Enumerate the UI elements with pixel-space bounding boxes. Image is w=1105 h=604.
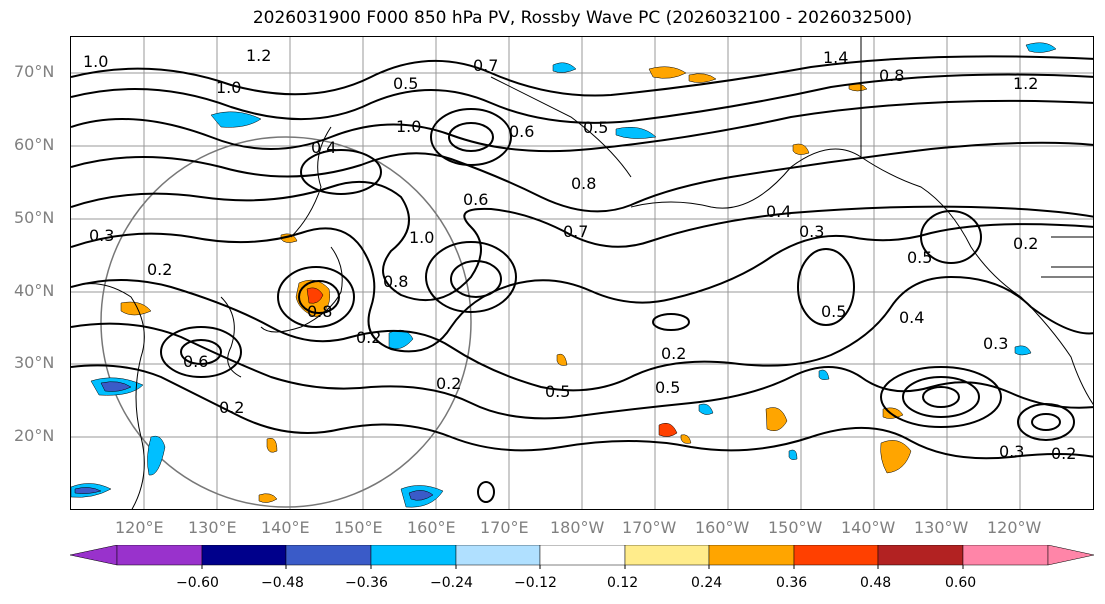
lon-label-130w: 130°W [914,518,969,537]
colorbar-tick: −0.60 [176,575,219,591]
lat-label-60n: 60°N [14,135,55,154]
lon-label-180w: 180°W [550,518,605,537]
contour-label: 0.2 [661,344,686,363]
contour-label: 0.2 [1051,444,1076,463]
colorbar-bin [370,545,457,566]
contour-label: 0.7 [563,222,588,241]
lon-label-150w: 150°W [768,518,823,537]
contour-label: 0.3 [983,334,1008,353]
lon-label-140w: 140°W [841,518,896,537]
colorbar-tick: −0.48 [261,575,304,591]
contour-labels: 1.0 1.2 1.0 0.5 0.7 1.4 0.8 1.2 0.4 1.0 … [83,46,1076,463]
contour-label: 0.2 [436,374,461,393]
colorbar-tick: −0.24 [430,575,473,591]
contour-label: 0.7 [473,56,498,75]
contour-label: 1.0 [216,78,241,97]
contour-label: 1.0 [83,52,108,71]
colorbar-tick: 0.48 [860,575,892,591]
pc-shading [71,42,1057,508]
map-panel[interactable]: 1.0 1.2 1.0 0.5 0.7 1.4 0.8 1.2 0.4 1.0 … [70,36,1094,510]
colorbar-extend-min [69,545,118,566]
colorbar-tick: 0.12 [607,575,639,591]
colorbar-bin [455,545,541,566]
contour-label: 0.3 [89,226,114,245]
colorbar-tick: −0.36 [345,575,388,591]
colorbar-tick: −0.12 [514,575,557,591]
lon-label-150e: 150°E [334,518,383,537]
colorbar-bin [116,545,203,566]
contour-label: 0.2 [1013,234,1038,253]
contour-label: 0.2 [356,328,381,347]
contour-label: 1.0 [396,117,421,136]
contour-label: 0.8 [879,66,904,85]
contour-label: 0.4 [899,308,924,327]
colorbar-bin [962,545,1049,566]
coastlines [71,37,1093,509]
contour-label: 1.0 [409,228,434,247]
colorbar-extend-max [1047,545,1095,566]
colorbar [69,545,1095,569]
colorbar-bin [877,545,964,566]
lat-label-70n: 70°N [14,62,55,81]
lon-label-160e: 160°E [407,518,456,537]
colorbar-bin [793,545,879,566]
colorbar-bin [539,545,626,566]
contour-label: 0.2 [219,398,244,417]
contour-label: 0.8 [571,174,596,193]
contour-label: 1.2 [246,46,271,65]
contour-label: 0.3 [999,442,1024,461]
colorbar-tick: 0.60 [945,575,977,591]
lat-label-20n: 20°N [14,426,55,445]
colorbar-tick: 0.36 [776,575,808,591]
contour-label: 0.2 [147,260,172,279]
colorbar-tick: 0.24 [691,575,723,591]
contour-label: 0.5 [821,302,846,321]
lon-label-140e: 140°E [261,518,310,537]
colorbar-bin [285,545,372,566]
colorbar-bin [624,545,710,566]
lon-label-130e: 130°E [188,518,237,537]
colorbar-bin [708,545,795,566]
graticule [71,37,1093,509]
reference-circle [100,136,472,508]
contour-label: 0.5 [393,74,418,93]
contour-label: 0.4 [766,202,791,221]
map-canvas: 1.0 1.2 1.0 0.5 0.7 1.4 0.8 1.2 0.4 1.0 … [71,37,1093,509]
lon-label-170e: 170°E [480,518,529,537]
contour-label: 0.8 [307,302,332,321]
contour-label: 0.5 [583,118,608,137]
pv-contours [71,55,1093,503]
contour-label: 0.3 [799,222,824,241]
lon-label-120e: 120°E [115,518,164,537]
contour-label: 0.5 [545,382,570,401]
contour-label: 0.5 [907,248,932,267]
lon-label-120w: 120°W [987,518,1042,537]
contour-label: 1.4 [823,48,848,67]
lat-label-50n: 50°N [14,208,55,227]
colorbar-bin [201,545,287,566]
lon-label-160w: 160°W [695,518,750,537]
map-title: 2026031900 F000 850 hPa PV, Rossby Wave … [252,8,913,28]
contour-label: 0.5 [655,378,680,397]
lat-label-40n: 40°N [14,281,55,300]
contour-label: 0.6 [183,352,208,371]
contour-label: 0.6 [509,122,534,141]
contour-label: 0.6 [463,190,488,209]
lat-label-30n: 30°N [14,353,55,372]
lon-label-170w: 170°W [622,518,677,537]
contour-label: 0.4 [311,138,336,157]
contour-label: 0.8 [383,272,408,291]
contour-label: 1.2 [1013,74,1038,93]
